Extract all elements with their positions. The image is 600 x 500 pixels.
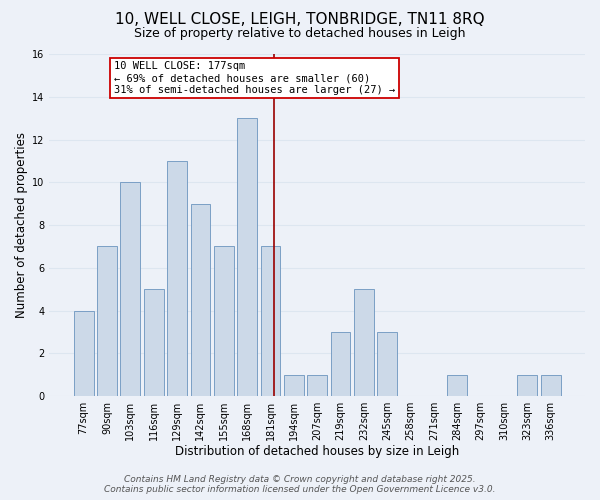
Bar (74, 310, 94, 396)
Bar (260, 246, 280, 396)
Bar (377, 332, 397, 396)
Bar (284, 374, 304, 396)
Y-axis label: Number of detached properties: Number of detached properties (15, 132, 28, 318)
Bar (517, 374, 538, 396)
Bar (448, 374, 467, 396)
X-axis label: Distribution of detached houses by size in Leigh: Distribution of detached houses by size … (175, 444, 460, 458)
Bar (121, 182, 140, 396)
Bar (97, 246, 117, 396)
Bar (191, 204, 211, 396)
Bar (167, 161, 187, 396)
Bar (144, 289, 164, 396)
Text: 10, WELL CLOSE, LEIGH, TONBRIDGE, TN11 8RQ: 10, WELL CLOSE, LEIGH, TONBRIDGE, TN11 8… (115, 12, 485, 28)
Text: 10 WELL CLOSE: 177sqm
← 69% of detached houses are smaller (60)
31% of semi-deta: 10 WELL CLOSE: 177sqm ← 69% of detached … (114, 62, 395, 94)
Bar (331, 332, 350, 396)
Bar (214, 246, 234, 396)
Text: Contains HM Land Registry data © Crown copyright and database right 2025.
Contai: Contains HM Land Registry data © Crown c… (104, 474, 496, 494)
Bar (307, 374, 327, 396)
Bar (237, 118, 257, 396)
Text: Size of property relative to detached houses in Leigh: Size of property relative to detached ho… (134, 28, 466, 40)
Bar (541, 374, 560, 396)
Bar (354, 289, 374, 396)
